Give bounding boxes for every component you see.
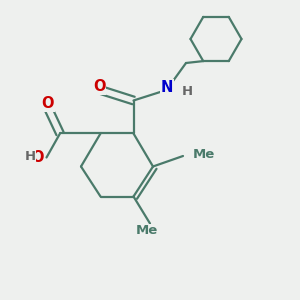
Text: H: H: [182, 85, 193, 98]
Text: O: O: [31, 150, 44, 165]
Text: O: O: [42, 96, 54, 111]
Text: N: N: [161, 80, 173, 95]
Text: O: O: [93, 79, 105, 94]
Text: Me: Me: [136, 224, 158, 238]
Text: Me: Me: [193, 148, 215, 161]
Text: H: H: [24, 149, 36, 163]
